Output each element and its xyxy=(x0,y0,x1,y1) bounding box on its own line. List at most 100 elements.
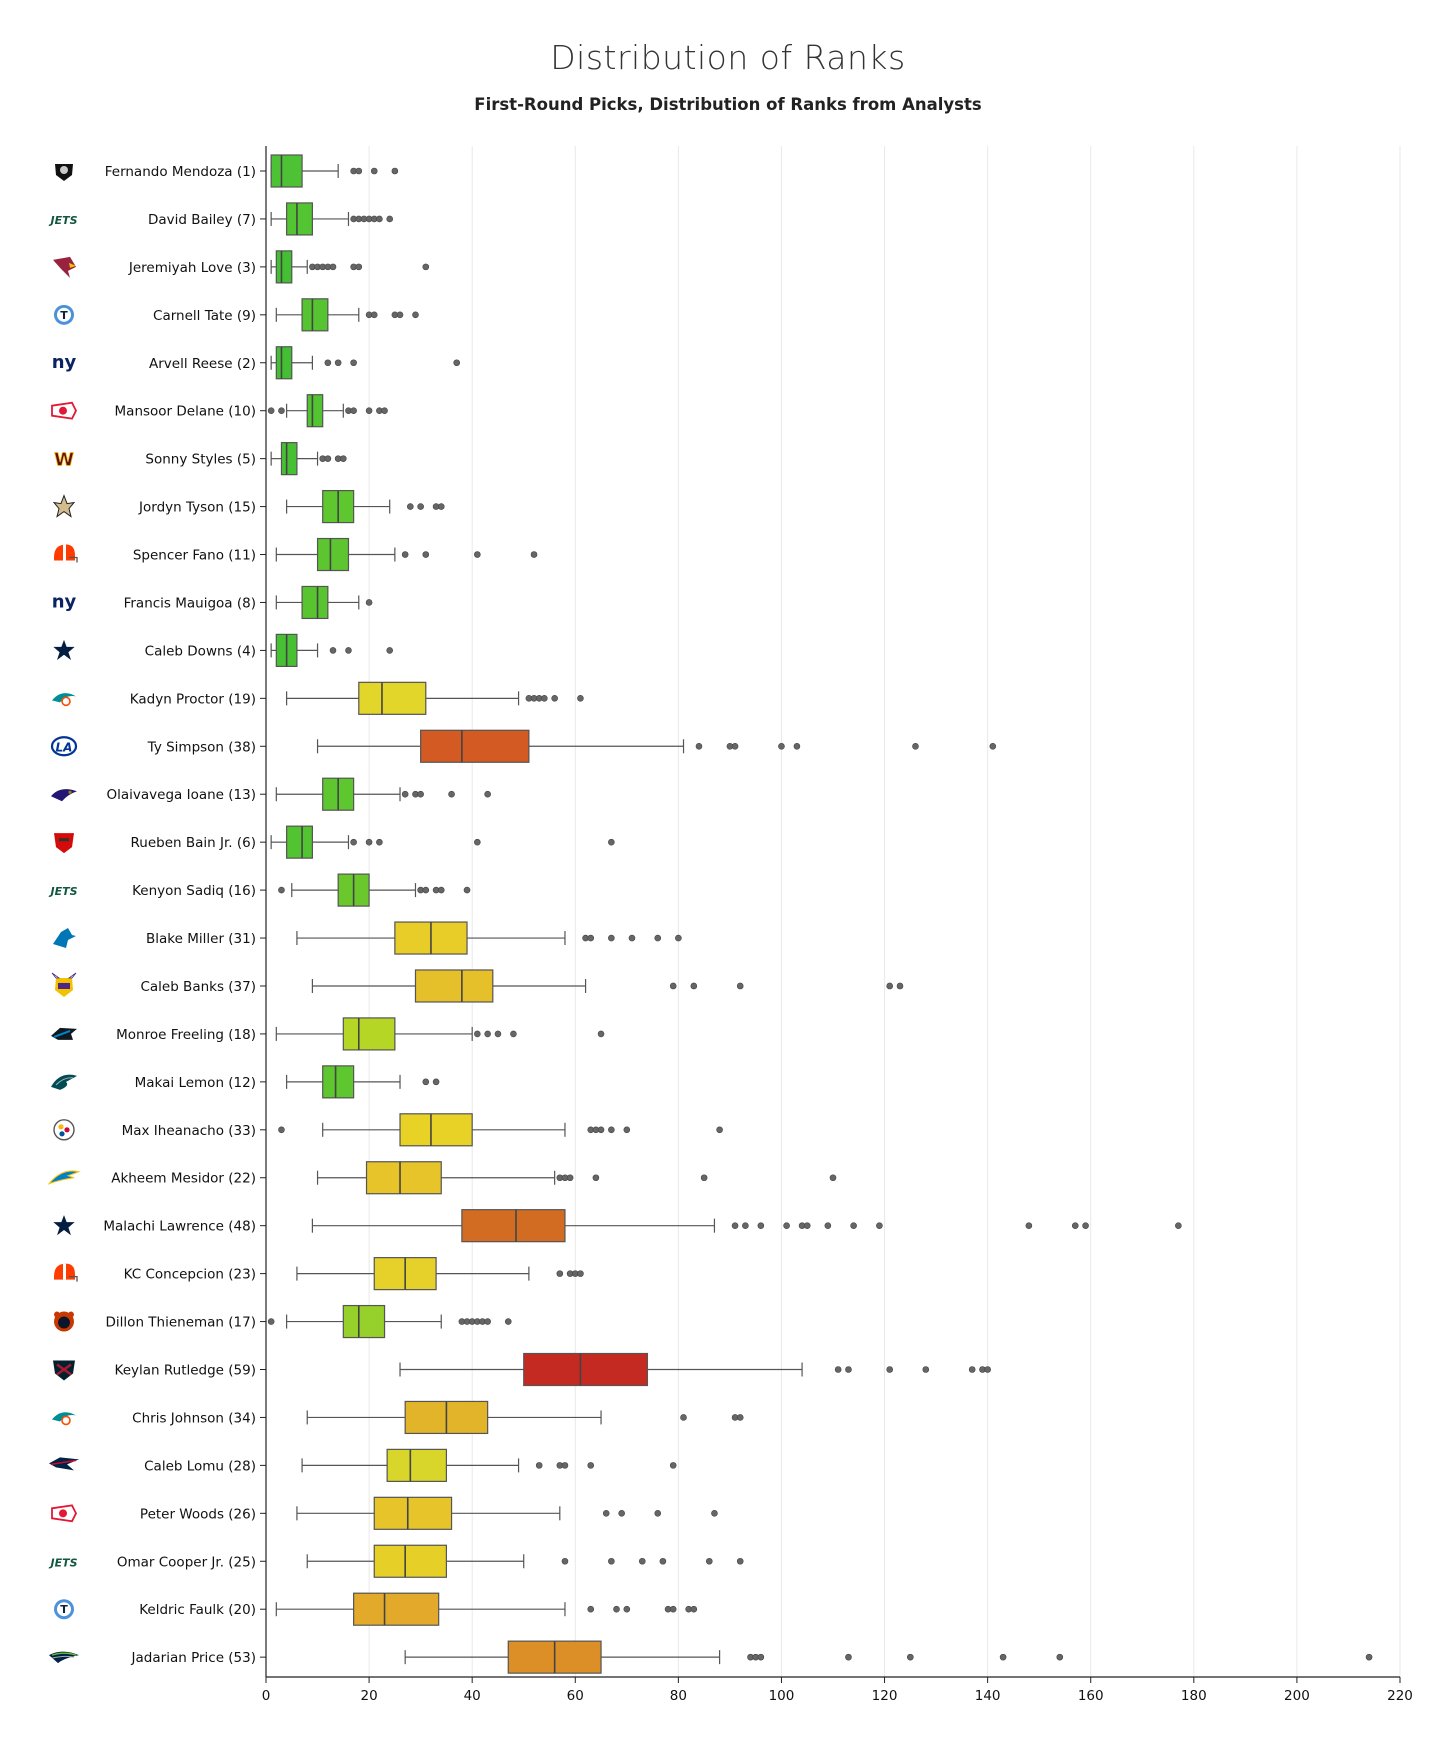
outlier-point xyxy=(618,1510,625,1517)
y-tick-label: Spencer Fano (11) xyxy=(133,548,256,564)
outlier-point xyxy=(716,1126,723,1134)
panthers-logo-part xyxy=(53,1029,71,1038)
outlier-point xyxy=(793,742,801,750)
dolphins-logo-part xyxy=(61,696,71,707)
x-tick-label: 100 xyxy=(769,1688,795,1704)
outlier-point xyxy=(355,167,363,175)
y-tick-label: Akheem Mesidor (22) xyxy=(111,1171,256,1187)
y-labels: Fernando Mendoza (1) David Bailey (7) JETS… xyxy=(47,164,256,1666)
outlier-point xyxy=(535,1462,543,1469)
outlier-point xyxy=(736,982,744,990)
outlier-point xyxy=(417,790,424,798)
outlier-point xyxy=(731,742,739,750)
y-tick-label: Kenyon Sadiq (16) xyxy=(132,883,256,899)
outlier-point xyxy=(541,695,548,702)
cowboys-logo-part xyxy=(50,636,78,663)
saints-logo xyxy=(52,494,76,518)
outlier-point xyxy=(602,1510,610,1517)
texans-logo xyxy=(53,1360,75,1381)
dolphins-logo-part xyxy=(61,1415,71,1426)
ravens-logo-part xyxy=(51,789,77,802)
steelers-logo xyxy=(53,1119,75,1141)
outlier-point xyxy=(365,407,373,415)
patriots-logo xyxy=(49,1457,79,1471)
outlier-point xyxy=(370,311,378,319)
outlier-point xyxy=(690,982,698,990)
titans-logo: T xyxy=(54,1599,74,1620)
outlier-point xyxy=(422,551,430,558)
giants-logo-part: ny xyxy=(52,591,77,612)
outlier-point xyxy=(407,503,414,510)
box xyxy=(286,202,313,236)
outlier-point xyxy=(355,263,363,271)
outlier-point xyxy=(510,1030,517,1038)
outlier-point xyxy=(329,647,337,654)
box xyxy=(373,1544,448,1578)
cowboys-logo xyxy=(50,1212,78,1239)
outlier-point xyxy=(824,1222,832,1229)
outlier-point xyxy=(731,1222,739,1229)
vikings-logo-part xyxy=(51,972,77,979)
buccaneers-logo-part xyxy=(54,833,74,854)
y-tick-label: Sonny Styles (5) xyxy=(145,452,256,468)
boxes xyxy=(267,154,1373,1674)
outlier-point xyxy=(463,886,471,894)
y-tick-label: Makai Lemon (12) xyxy=(135,1075,256,1091)
outlier-point xyxy=(556,1270,564,1277)
outlier-point xyxy=(350,838,357,846)
outlier-point xyxy=(690,1605,698,1613)
y-tick-label: Caleb Banks (37) xyxy=(140,979,256,995)
outlier-point xyxy=(370,167,378,175)
jets-logo-part: JETS xyxy=(48,885,77,898)
box xyxy=(523,1352,649,1387)
y-tick-label: Mansoor Delane (10) xyxy=(115,404,256,420)
texans-logo-part xyxy=(56,1363,72,1376)
outlier-point xyxy=(742,1222,749,1229)
box xyxy=(275,346,293,380)
chiefs-logo-part xyxy=(59,1509,67,1518)
y-tick-label: Jadarian Price (53) xyxy=(131,1650,256,1666)
box xyxy=(286,825,313,859)
box xyxy=(322,1065,355,1099)
outlier-point xyxy=(474,838,481,846)
outlier-point xyxy=(623,1605,631,1613)
jets-logo: JETS xyxy=(48,214,77,227)
steelers-logo-part xyxy=(53,1119,75,1141)
steelers-logo-part xyxy=(58,1124,64,1130)
outlier-point xyxy=(654,1510,662,1517)
outlier-point xyxy=(494,1030,502,1038)
outlier-point xyxy=(324,359,332,367)
outlier-point xyxy=(324,455,332,462)
y-tick-label: Jordyn Tyson (15) xyxy=(138,500,256,516)
outlier-point xyxy=(566,1174,574,1182)
outlier-point xyxy=(597,1030,605,1038)
browns-logo-part xyxy=(63,544,66,561)
outlier-point xyxy=(608,838,615,846)
ravens-logo xyxy=(51,789,77,802)
browns-logo-part xyxy=(69,556,78,563)
y-tick-label: Kadyn Proctor (19) xyxy=(130,691,256,707)
outlier-point xyxy=(1071,1222,1079,1229)
outlier-point xyxy=(267,1318,275,1325)
box xyxy=(342,1304,386,1339)
x-tick-label: 220 xyxy=(1387,1688,1413,1704)
browns-logo xyxy=(54,544,78,563)
y-tick-label: Keylan Rutledge (59) xyxy=(115,1363,256,1379)
y-tick-label: Fernando Mendoza (1) xyxy=(105,164,256,180)
outlier-point xyxy=(659,1557,667,1565)
outlier-point xyxy=(484,1318,491,1325)
outlier-point xyxy=(587,934,595,942)
outlier-point xyxy=(340,455,347,462)
panthers-logo xyxy=(51,1027,77,1040)
outlier-point xyxy=(422,1078,430,1086)
outlier-point xyxy=(803,1222,811,1229)
box xyxy=(399,1113,473,1147)
outlier-point xyxy=(613,1605,620,1613)
outlier-point xyxy=(365,599,373,606)
gridlines xyxy=(368,146,1401,1677)
outlier-point xyxy=(736,1414,744,1421)
box xyxy=(353,1592,440,1626)
outlier-point xyxy=(422,886,430,894)
box xyxy=(301,298,329,332)
outlier-point xyxy=(1082,1222,1089,1229)
